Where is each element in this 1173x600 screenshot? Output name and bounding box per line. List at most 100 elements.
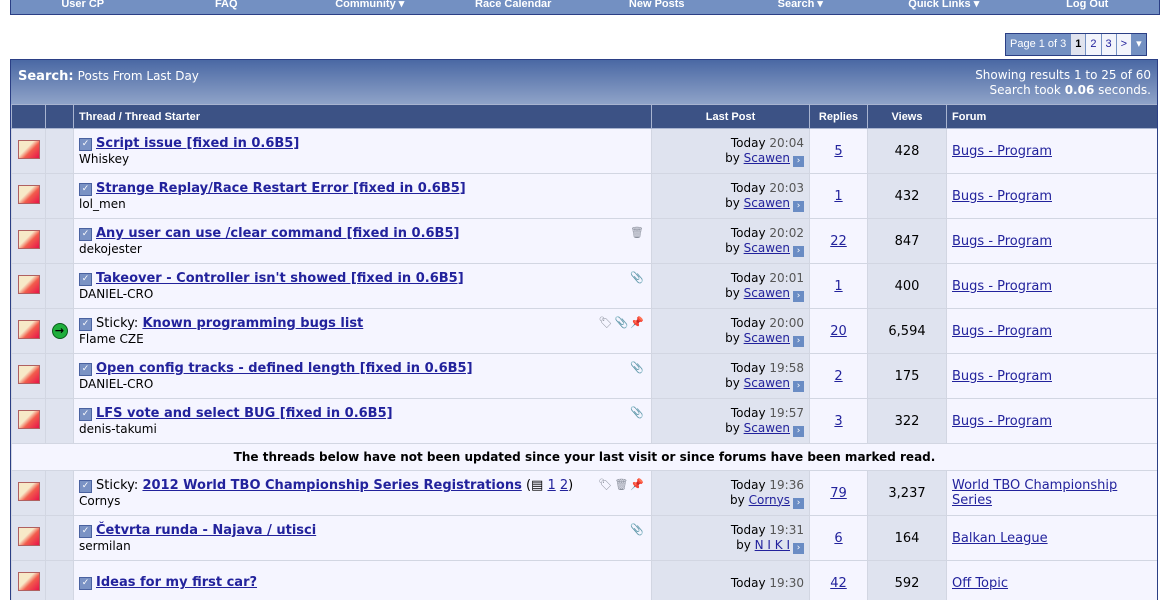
- replies-link[interactable]: 3: [834, 414, 842, 429]
- checkbox[interactable]: ✓: [79, 480, 92, 493]
- nav-item[interactable]: FAQ: [155, 0, 299, 14]
- table-row: ✓Script issue [fixed in 0.6B5] Whiskey T…: [12, 129, 1158, 174]
- go-to-last-post-icon[interactable]: ›: [793, 543, 804, 554]
- thread-title-link[interactable]: Četvrta runda - Najava / utisci: [96, 523, 316, 538]
- replies-link[interactable]: 5: [834, 144, 842, 159]
- nav-item[interactable]: New Posts: [585, 0, 729, 14]
- forum-link[interactable]: Off Topic: [952, 576, 1008, 591]
- replies-link[interactable]: 42: [830, 576, 847, 591]
- last-poster-link[interactable]: Cornys: [749, 493, 790, 507]
- last-post-day: Today: [731, 181, 766, 195]
- views-count: 322: [868, 399, 947, 444]
- forum-link[interactable]: Bugs - Program: [952, 369, 1052, 384]
- col-thread[interactable]: Thread / Thread Starter: [74, 105, 652, 129]
- last-poster-link[interactable]: Scawen: [744, 196, 790, 210]
- thread-attributes-icons: 📎: [630, 523, 646, 536]
- last-poster-link[interactable]: Scawen: [744, 421, 790, 435]
- checkbox[interactable]: ✓: [79, 577, 92, 590]
- checkbox[interactable]: ✓: [79, 363, 92, 376]
- thread-page-link[interactable]: 2: [560, 478, 568, 493]
- replies-link[interactable]: 22: [830, 234, 847, 249]
- thread-title-link[interactable]: LFS vote and select BUG [fixed in 0.6B5]: [96, 406, 393, 421]
- thread-title-link[interactable]: 2012 World TBO Championship Series Regis…: [142, 478, 521, 493]
- checkbox[interactable]: ✓: [79, 183, 92, 196]
- thread-status-icon: [18, 140, 40, 159]
- thread-title-link[interactable]: Ideas for my first car?: [96, 575, 257, 590]
- page-3[interactable]: 3: [1102, 34, 1116, 55]
- thread-title-link[interactable]: Open config tracks - defined length [fix…: [96, 361, 473, 376]
- nav-item[interactable]: Community ▾: [298, 0, 442, 14]
- go-to-last-post-icon[interactable]: ›: [793, 291, 804, 302]
- by-label: by: [725, 376, 740, 390]
- replies-link[interactable]: 2: [834, 369, 842, 384]
- checkbox[interactable]: ✓: [79, 273, 92, 286]
- last-post-time: 20:02: [769, 226, 804, 240]
- nav-item[interactable]: User CP: [11, 0, 155, 14]
- forum-link[interactable]: Balkan League: [952, 531, 1048, 546]
- forum-link[interactable]: Bugs - Program: [952, 189, 1052, 204]
- page-menu-icon[interactable]: ▾: [1132, 34, 1146, 55]
- checkbox[interactable]: ✓: [79, 138, 92, 151]
- forum-link[interactable]: Bugs - Program: [952, 414, 1052, 429]
- last-poster-link[interactable]: N I K I: [755, 538, 790, 552]
- table-row: → 🏷📎📌 ✓Sticky: Known programming bugs li…: [12, 309, 1158, 354]
- replies-link[interactable]: 20: [830, 324, 847, 339]
- last-poster-link[interactable]: Scawen: [744, 241, 790, 255]
- views-count: 432: [868, 174, 947, 219]
- col-forum[interactable]: Forum: [947, 105, 1158, 129]
- took-value: 0.06: [1065, 83, 1095, 97]
- checkbox[interactable]: ✓: [79, 318, 92, 331]
- thread-attributes-icons: 🏷📎📌: [599, 316, 646, 329]
- replies-link[interactable]: 1: [834, 279, 842, 294]
- thread-title-link[interactable]: Script issue [fixed in 0.6B5]: [96, 136, 299, 151]
- forum-link[interactable]: World TBO Championship Series: [952, 478, 1117, 508]
- go-to-last-post-icon[interactable]: ›: [793, 381, 804, 392]
- views-count: 847: [868, 219, 947, 264]
- thread-title-link[interactable]: Any user can use /clear command [fixed i…: [96, 226, 459, 241]
- col-last-post[interactable]: Last Post: [652, 105, 810, 129]
- views-count: 400: [868, 264, 947, 309]
- thread-starter: dekojester: [79, 242, 646, 256]
- go-to-last-post-icon[interactable]: ›: [793, 156, 804, 167]
- thread-status-icon: [18, 185, 40, 204]
- checkbox[interactable]: ✓: [79, 228, 92, 241]
- nav-item[interactable]: Quick Links ▾: [872, 0, 1016, 14]
- forum-link[interactable]: Bugs - Program: [952, 324, 1052, 339]
- last-post-day: Today: [731, 576, 766, 590]
- page-2[interactable]: 2: [1086, 34, 1100, 55]
- go-to-last-post-icon[interactable]: ›: [793, 426, 804, 437]
- forum-link[interactable]: Bugs - Program: [952, 144, 1052, 159]
- checkbox[interactable]: ✓: [79, 408, 92, 421]
- by-label: by: [725, 421, 740, 435]
- go-to-last-post-icon[interactable]: ›: [793, 336, 804, 347]
- checkbox[interactable]: ✓: [79, 525, 92, 538]
- forum-link[interactable]: Bugs - Program: [952, 279, 1052, 294]
- thread-title-link[interactable]: Strange Replay/Race Restart Error [fixed…: [96, 181, 466, 196]
- nav-item[interactable]: Log Out: [1016, 0, 1160, 14]
- page-1[interactable]: 1: [1071, 34, 1085, 55]
- thread-status-icon: [18, 482, 40, 501]
- thread-page-link[interactable]: 1: [547, 478, 555, 493]
- thread-title-link[interactable]: Known programming bugs list: [142, 316, 363, 331]
- replies-link[interactable]: 79: [830, 486, 847, 501]
- last-poster-link[interactable]: Scawen: [744, 286, 790, 300]
- replies-link[interactable]: 1: [834, 189, 842, 204]
- go-to-last-post-icon[interactable]: ›: [793, 498, 804, 509]
- nav-item[interactable]: Search ▾: [729, 0, 873, 14]
- go-to-last-post-icon[interactable]: ›: [793, 201, 804, 212]
- thread-starter: sermilan: [79, 539, 646, 553]
- go-to-last-post-icon[interactable]: ›: [793, 246, 804, 257]
- next-page[interactable]: >: [1117, 34, 1131, 55]
- nav-item[interactable]: Race Calendar: [442, 0, 586, 14]
- thread-title-link[interactable]: Takeover - Controller isn't showed [fixe…: [96, 271, 464, 286]
- col-replies[interactable]: Replies: [810, 105, 868, 129]
- forum-link[interactable]: Bugs - Program: [952, 234, 1052, 249]
- replies-link[interactable]: 6: [834, 531, 842, 546]
- col-icon: [12, 105, 46, 129]
- go-to-first-unread-icon[interactable]: →: [52, 323, 68, 339]
- col-views[interactable]: Views: [868, 105, 947, 129]
- thread-status-icon: [18, 410, 40, 429]
- last-poster-link[interactable]: Scawen: [744, 331, 790, 345]
- last-poster-link[interactable]: Scawen: [744, 376, 790, 390]
- last-poster-link[interactable]: Scawen: [744, 151, 790, 165]
